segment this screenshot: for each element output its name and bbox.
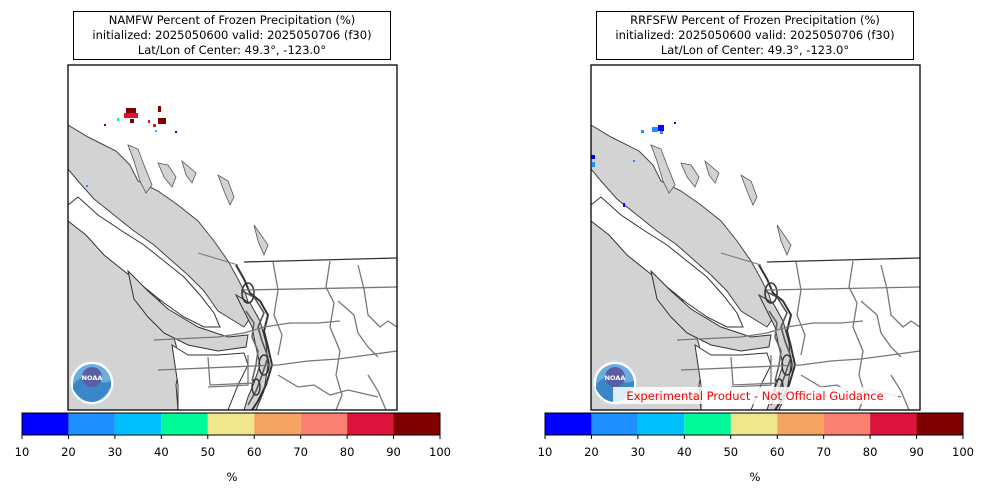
left-map	[68, 65, 397, 410]
left-colorbar-segment	[114, 413, 162, 435]
right-map-frame	[590, 64, 921, 411]
left-colorbar-tick-label: 80	[340, 445, 355, 459]
left-colorbar-tick-label: 30	[108, 445, 123, 459]
left-colorbar-segment	[347, 413, 394, 435]
right-colorbar-segment	[730, 413, 778, 435]
right-colorbar-frame	[544, 412, 964, 436]
left-map-title: NAMFW Percent of Frozen Precipitation (%…	[73, 11, 391, 60]
right-colorbar-segment	[684, 413, 731, 435]
right-colorbar-tick-label: 90	[909, 445, 924, 459]
left-noaa-logo-text: NOAA	[82, 374, 103, 382]
right-colorbar-tick-label: 20	[584, 445, 599, 459]
left-title-line1: NAMFW Percent of Frozen Precipitation (%…	[108, 13, 356, 27]
left-colorbar-segment	[22, 413, 69, 435]
right-colorbar-segment	[916, 413, 963, 435]
right-map	[591, 65, 920, 410]
left-noaa-logo: NOAA	[69, 360, 115, 406]
right-colorbar-segment	[870, 413, 917, 435]
left-colorbar-segment	[207, 413, 255, 435]
left-colorbar-tick-label: 70	[293, 445, 308, 459]
right-colorbar-tick-label: 80	[863, 445, 878, 459]
right-colorbar-tick-label: 60	[770, 445, 785, 459]
right-title-line3: Lat/Lon of Center: 49.3°, -123.0°	[660, 43, 850, 57]
right-colorbar-segment	[591, 413, 638, 435]
right-noaa-logo-text: NOAA	[605, 374, 626, 382]
right-colorbar: 10 20 30 40 50 60 70 80 90 100	[538, 412, 974, 459]
left-colorbar-tick-label: 40	[154, 445, 169, 459]
right-colorbar-unit: %	[750, 470, 761, 484]
left-colorbar-tick-label: 60	[247, 445, 262, 459]
left-colorbar-tick-label: 100	[429, 445, 451, 459]
disclaimer-background	[613, 387, 898, 404]
left-colorbar-segment	[393, 413, 440, 435]
right-colorbar-segment	[823, 413, 871, 435]
left-colorbar-tick-label: 50	[200, 445, 215, 459]
right-colorbar-tick-label: 70	[816, 445, 831, 459]
left-colorbar-tick-label: 90	[386, 445, 401, 459]
right-colorbar-segment	[637, 413, 685, 435]
left-colorbar-unit: %	[227, 470, 238, 484]
left-colorbar-segment	[161, 413, 208, 435]
right-precip-overlay	[591, 122, 676, 207]
left-colorbar-tick-label: 10	[15, 445, 30, 459]
right-colorbar-segment	[777, 413, 824, 435]
left-colorbar-tick-label: 20	[61, 445, 76, 459]
right-title-line2: initialized: 2025050600 valid: 202505070…	[615, 28, 895, 42]
right-colorbar-tick-label: 30	[631, 445, 646, 459]
right-colorbar-tick-label: 50	[723, 445, 738, 459]
left-colorbar-frame	[21, 412, 441, 436]
left-colorbar: 10 20 30 40 50 60 70 80 90 100	[15, 412, 451, 459]
right-colorbar-tick-label: 10	[538, 445, 553, 459]
left-title-line3: Lat/Lon of Center: 49.3°, -123.0°	[137, 43, 327, 57]
right-colorbar-tick-label: 40	[677, 445, 692, 459]
right-title-line1: RRFSFW Percent of Frozen Precipitation (…	[630, 13, 880, 27]
disclaimer-text: Experimental Product - Not Official Guid…	[626, 389, 883, 403]
left-colorbar-segment	[254, 413, 301, 435]
left-title-line2: initialized: 2025050600 valid: 202505070…	[92, 28, 372, 42]
right-colorbar-segment	[545, 413, 592, 435]
left-colorbar-segment	[68, 413, 115, 435]
left-colorbar-segment	[300, 413, 348, 435]
right-map-title: RRFSFW Percent of Frozen Precipitation (…	[596, 11, 914, 60]
left-precip-overlay	[86, 106, 177, 187]
left-map-frame	[67, 64, 398, 411]
right-colorbar-tick-label: 100	[952, 445, 974, 459]
